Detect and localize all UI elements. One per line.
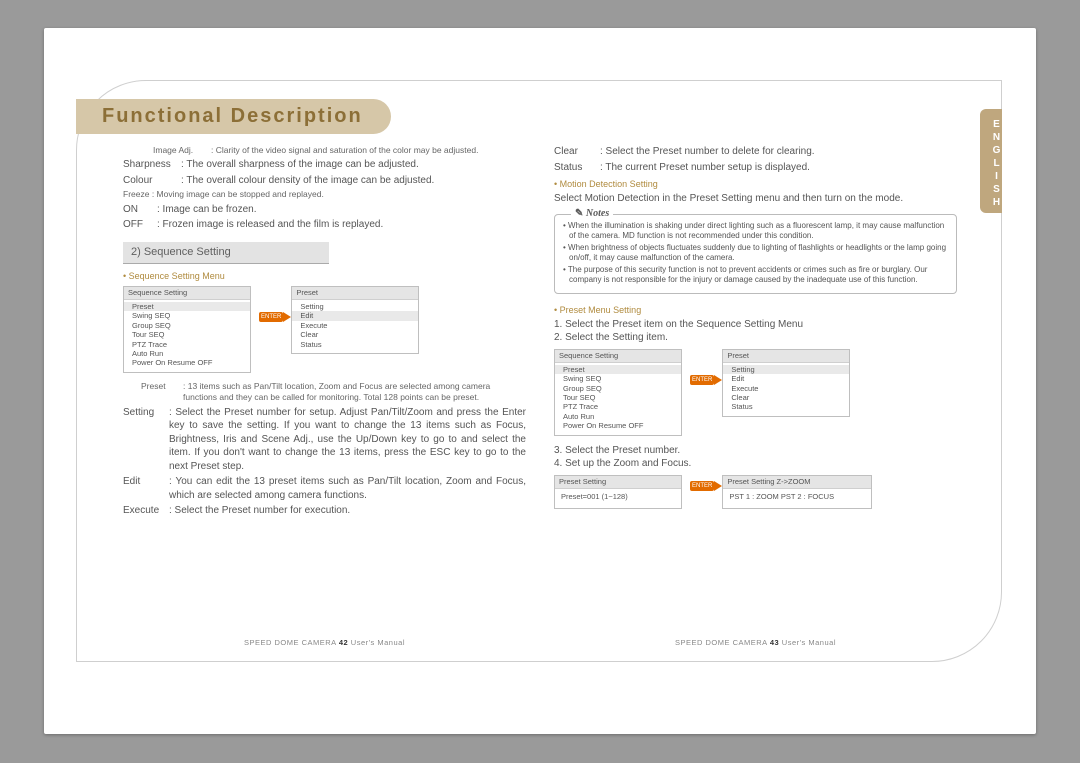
md-line: Select Motion Detection in the Preset Se…	[554, 192, 957, 206]
freeze-note: Freeze : Moving image can be stopped and…	[123, 189, 526, 200]
def-clear: Clear : Select the Preset number to dele…	[554, 145, 957, 159]
subsection-sequence: 2) Sequence Setting	[123, 242, 329, 264]
menu-body: PresetSwing SEQGroup SEQTour SEQPTZ Trac…	[124, 300, 250, 372]
bullet-seq-menu: • Sequence Setting Menu	[123, 270, 526, 282]
menu-header: Preset Setting	[555, 476, 681, 489]
def-sharpness: Sharpness : The overall sharpness of the…	[123, 158, 526, 172]
def-val: : Select the Preset number for execution…	[169, 504, 526, 518]
notes-box: Notes When the illumination is shaking u…	[554, 214, 957, 294]
def-val: : Select the Preset number for setup. Ad…	[169, 406, 526, 474]
def-edit: Edit : You can edit the 13 preset items …	[123, 475, 526, 502]
preset-setting-box-2: Preset Setting Z->ZOOM PST 1 : ZOOM PST …	[722, 475, 872, 509]
page-frame: ENGLISH Functional Description Image Adj…	[76, 80, 1002, 662]
def-setting: Setting : Select the Preset number for s…	[123, 406, 526, 474]
menu-body: SettingEditExecuteClearStatus	[723, 363, 849, 416]
def-preset: Preset : 13 items such as Pan/Tilt locat…	[141, 381, 526, 404]
preset-setting-pair: Preset Setting Preset=001 (1~128) ENTER …	[554, 475, 957, 509]
def-key: Preset	[141, 381, 183, 404]
def-key: Status	[554, 161, 600, 175]
menu-body: Preset=001 (1~128)	[555, 489, 681, 508]
def-on: ON : Image can be frozen.	[123, 203, 526, 217]
menu-pair-right: Sequence Setting PresetSwing SEQGroup SE…	[554, 349, 957, 436]
menu-header: Preset Setting Z->ZOOM	[723, 476, 871, 489]
def-off: OFF : Frozen image is released and the f…	[123, 218, 526, 232]
page-footers: SPEED DOME CAMERA 42 User's Manual SPEED…	[109, 638, 971, 647]
menu-header: Sequence Setting	[555, 350, 681, 363]
def-key: OFF	[123, 218, 157, 232]
bullet-md: • Motion Detection Setting	[554, 178, 957, 190]
steps-3-4: 3. Select the Preset number. 4. Set up t…	[554, 444, 957, 471]
def-val: : The overall colour density of the imag…	[181, 174, 526, 188]
def-key: Clear	[554, 145, 600, 159]
bullet-preset-menu: • Preset Menu Setting	[554, 304, 957, 316]
sequence-setting-menu: Sequence Setting PresetSwing SEQGroup SE…	[123, 286, 251, 373]
footer-left: SPEED DOME CAMERA 42 User's Manual	[109, 638, 540, 647]
def-key: Execute	[123, 504, 169, 518]
def-val: : 13 items such as Pan/Tilt location, Zo…	[183, 381, 526, 404]
def-status: Status : The current Preset number setup…	[554, 161, 957, 175]
def-val: : The overall sharpness of the image can…	[181, 158, 526, 172]
enter-label: ENTER	[259, 312, 283, 322]
enter-arrow: ENTER	[690, 481, 714, 491]
menu-body: SettingEditExecuteClearStatus	[292, 300, 418, 353]
section-title: Functional Description	[102, 105, 363, 128]
def-key: Colour	[123, 174, 181, 188]
notes-title: Notes	[571, 207, 613, 221]
def-key: ON	[123, 203, 157, 217]
def-val: : Select the Preset number to delete for…	[600, 145, 957, 159]
menu-header: Sequence Setting	[124, 287, 250, 300]
menu-pair-left: Sequence Setting PresetSwing SEQGroup SE…	[123, 286, 526, 373]
def-val: : Frozen image is released and the film …	[157, 218, 526, 232]
preset-menu: Preset SettingEditExecuteClearStatus	[291, 286, 419, 354]
enter-label: ENTER	[690, 481, 714, 491]
enter-arrow: ENTER	[259, 312, 283, 322]
menu-body: PST 1 : ZOOM PST 2 : FOCUS	[723, 489, 871, 508]
def-execute: Execute : Select the Preset number for e…	[123, 504, 526, 518]
preset-setting-box-1: Preset Setting Preset=001 (1~128)	[554, 475, 682, 509]
def-image-adj: Image Adj. : Clarity of the video signal…	[153, 145, 526, 156]
menu-body: PresetSwing SEQGroup SEQTour SEQPTZ Trac…	[555, 363, 681, 435]
def-key: Image Adj.	[153, 145, 211, 156]
def-key: Edit	[123, 475, 169, 502]
left-column: Image Adj. : Clarity of the video signal…	[109, 145, 540, 637]
preset-menu: Preset SettingEditExecuteClearStatus	[722, 349, 850, 417]
right-column: Clear : Select the Preset number to dele…	[540, 145, 971, 637]
language-tab: ENGLISH	[980, 109, 1002, 213]
def-key: Sharpness	[123, 158, 181, 172]
sequence-setting-menu: Sequence Setting PresetSwing SEQGroup SE…	[554, 349, 682, 436]
def-val: : Clarity of the video signal and satura…	[211, 145, 526, 156]
document-sheet: ENGLISH Functional Description Image Adj…	[44, 28, 1036, 734]
menu-header: Preset	[723, 350, 849, 363]
def-val: : Image can be frozen.	[157, 203, 526, 217]
menu-header: Preset	[292, 287, 418, 300]
def-val: : You can edit the 13 preset items such …	[169, 475, 526, 502]
def-key: Setting	[123, 406, 169, 474]
steps-1-2: 1. Select the Preset item on the Sequenc…	[554, 318, 957, 345]
def-val: : The current Preset number setup is dis…	[600, 161, 957, 175]
notes-list: When the illumination is shaking under d…	[563, 221, 948, 285]
columns: Image Adj. : Clarity of the video signal…	[109, 145, 971, 637]
enter-arrow: ENTER	[690, 375, 714, 385]
def-colour: Colour : The overall colour density of t…	[123, 174, 526, 188]
footer-right: SPEED DOME CAMERA 43 User's Manual	[540, 638, 971, 647]
section-title-pill: Functional Description	[76, 99, 391, 134]
enter-label: ENTER	[690, 375, 714, 385]
